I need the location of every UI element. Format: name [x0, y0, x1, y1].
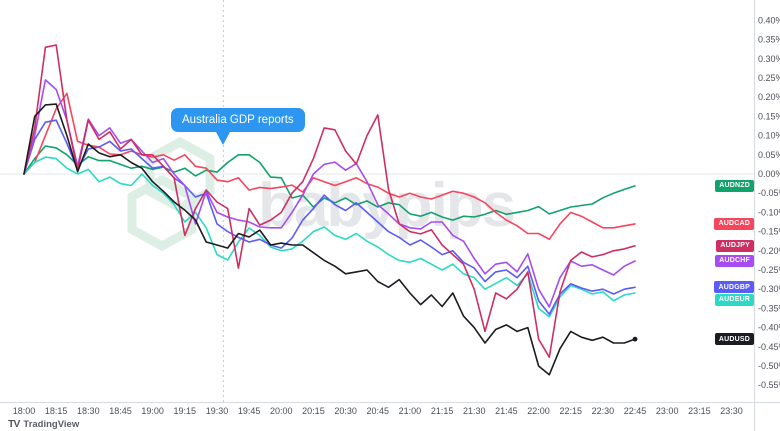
- price-tick-label: -0.35%: [758, 303, 780, 313]
- time-tick-label: 23:15: [688, 406, 711, 416]
- time-tick-label: 21:00: [399, 406, 422, 416]
- series-line-audchf[interactable]: [23, 79, 636, 308]
- time-tick-label: 21:30: [463, 406, 486, 416]
- price-flag-audnzd: AUDNZD: [715, 179, 754, 192]
- price-tick-label: -0.05%: [758, 188, 780, 198]
- time-tick-label: 18:45: [109, 406, 132, 416]
- event-annotation-label: Australia GDP reports: [182, 114, 294, 126]
- time-tick-label: 18:00: [13, 406, 36, 416]
- price-tick-label: -0.45%: [758, 342, 780, 352]
- price-tick-label: -0.40%: [758, 323, 780, 333]
- time-tick-label: 20:45: [366, 406, 389, 416]
- time-tick-label: 18:15: [45, 406, 68, 416]
- time-tick-label: 21:15: [431, 406, 454, 416]
- series-line-audeur[interactable]: [23, 156, 636, 318]
- time-tick-label: 19:30: [206, 406, 229, 416]
- price-tick-label: 0.00%: [758, 169, 780, 179]
- series-line-audjpy[interactable]: [23, 44, 636, 359]
- time-tick-label: 20:00: [270, 406, 293, 416]
- time-tick-label: 20:15: [302, 406, 325, 416]
- price-flag-audcad: AUDCAD: [714, 217, 754, 230]
- price-tick-label: -0.30%: [758, 284, 780, 294]
- time-tick-label: 19:15: [174, 406, 197, 416]
- price-tick-label: -0.20%: [758, 246, 780, 256]
- price-tick-label: 0.30%: [758, 54, 780, 64]
- price-tick-label: -0.10%: [758, 207, 780, 217]
- price-tick-label: 0.35%: [758, 35, 780, 45]
- time-tick-label: 23:30: [720, 406, 743, 416]
- price-tick-label: -0.15%: [758, 227, 780, 237]
- price-tick-label: -0.50%: [758, 361, 780, 371]
- tradingview-logo[interactable]: TV TradingView: [8, 418, 79, 430]
- annotation-tail-icon: [216, 132, 230, 145]
- price-tick-label: 0.15%: [758, 111, 780, 121]
- price-tick-label: -0.55%: [758, 380, 780, 390]
- babypips-watermark: babypips: [127, 136, 516, 252]
- price-flag-audchf: AUDCHF: [715, 254, 754, 267]
- time-tick-label: 22:45: [624, 406, 647, 416]
- price-tick-label: 0.20%: [758, 92, 780, 102]
- time-tick-label: 19:45: [238, 406, 261, 416]
- price-tick-label: 0.25%: [758, 73, 780, 83]
- time-tick-label: 22:30: [592, 406, 615, 416]
- price-tick-label: 0.10%: [758, 131, 780, 141]
- tradingview-mark-icon: TV: [8, 418, 20, 430]
- price-tick-label: 0.05%: [758, 150, 780, 160]
- series-line-audgbp[interactable]: [23, 119, 636, 316]
- price-flag-audusd: AUDUSD: [714, 333, 754, 346]
- time-tick-label: 18:30: [77, 406, 100, 416]
- watermark-hexagon-icon: [127, 174, 197, 252]
- time-tick-label: 21:45: [495, 406, 518, 416]
- price-flag-audeur: AUDEUR: [714, 293, 754, 306]
- series-line-audcad[interactable]: [23, 92, 636, 241]
- series-line-audusd[interactable]: [23, 103, 636, 376]
- last-value-dot-audusd: [632, 336, 638, 342]
- time-tick-label: 19:00: [141, 406, 164, 416]
- time-tick-label: 22:15: [559, 406, 582, 416]
- time-tick-label: 22:00: [527, 406, 550, 416]
- price-tick-label: -0.25%: [758, 265, 780, 275]
- time-tick-label: 23:00: [656, 406, 679, 416]
- price-flag-audjpy: AUDJPY: [716, 239, 754, 252]
- time-tick-label: 20:30: [334, 406, 357, 416]
- event-annotation[interactable]: Australia GDP reports: [171, 108, 305, 145]
- tradingview-logo-label: TradingView: [23, 418, 80, 430]
- price-tick-label: 0.40%: [758, 15, 780, 25]
- price-flag-audgbp: AUDGBP: [714, 281, 754, 294]
